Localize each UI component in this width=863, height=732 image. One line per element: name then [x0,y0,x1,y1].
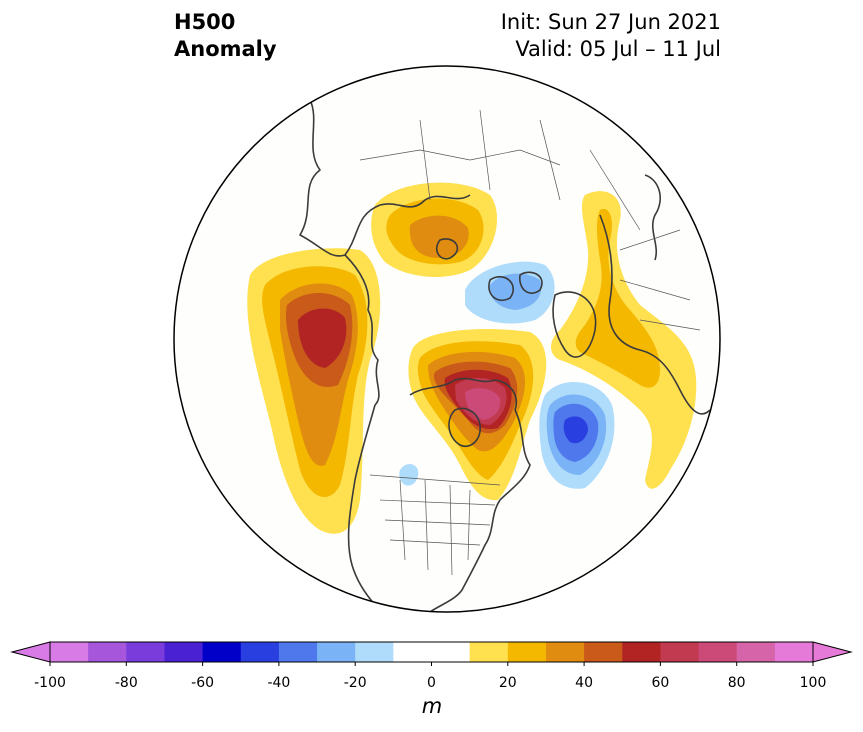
anomaly-map [173,65,721,613]
colorbar-tick-label: 20 [498,675,517,691]
valid-range: Valid: 05 Jul – 11 Jul [515,37,721,61]
pacific-ridge [247,248,381,534]
colorbar-tick-label: -20 [343,675,367,691]
globe-outline [173,65,721,613]
coastlines [299,99,711,612]
colorbar-tick-label: 80 [727,675,746,691]
colorbar-cell [164,642,204,662]
colorbar-cell [774,642,814,662]
colorbar-cell [126,642,165,662]
colorbar-cell [736,642,776,662]
colorbar-tick-label: -60 [191,675,215,691]
colorbar-cell [50,642,89,662]
colorbar-extend-low [10,641,51,663]
colorbar-cell [469,642,509,662]
colorbar-cell [240,642,280,662]
map-title: H500 Anomaly [174,9,277,63]
siberia-ridge [371,182,498,277]
colorbar-tick-label: 0 [427,675,436,691]
title-line-2: Anomaly [174,37,277,61]
colorbar-unit: m [421,694,443,718]
colorbar-tick-label: -80 [114,675,138,691]
colorbar-cell [622,642,661,662]
colorbar-cell [355,642,394,662]
forecast-dates: Init: Sun 27 Jun 2021 Valid: 05 Jul – 11… [501,9,721,63]
europe-ridge [551,191,697,489]
colorbar-cell [88,642,127,662]
colorbar-tick-label: -100 [34,675,66,691]
colorbar-extend-high [812,641,853,663]
colorbar-tick-label: 60 [651,675,670,691]
colorbar-cells [50,642,814,662]
colorbar-tick-label: 40 [575,675,594,691]
init-date: Init: Sun 27 Jun 2021 [500,10,721,34]
colorbar-cell [431,642,471,662]
colorbar-cell [545,642,585,662]
us-small-negative [399,464,419,486]
colorbar-cell [698,642,738,662]
political-borders [359,109,701,576]
colorbar-tick-label: -40 [267,675,291,691]
colorbar-cell [584,642,623,662]
anomaly-contours [247,99,711,612]
colorbar-cell [393,642,432,662]
colorbar-tick-label: 100 [799,675,827,691]
colorbar-cell [278,642,318,662]
colorbar-cell [202,642,242,662]
colorbar-cell [507,642,547,662]
canada-ridge [408,329,547,501]
colorbar [10,641,853,666]
colorbar-cell [660,642,700,662]
colorbar-cell [317,642,356,662]
atlantic-trough [539,382,615,489]
title-line-1: H500 [174,10,236,34]
